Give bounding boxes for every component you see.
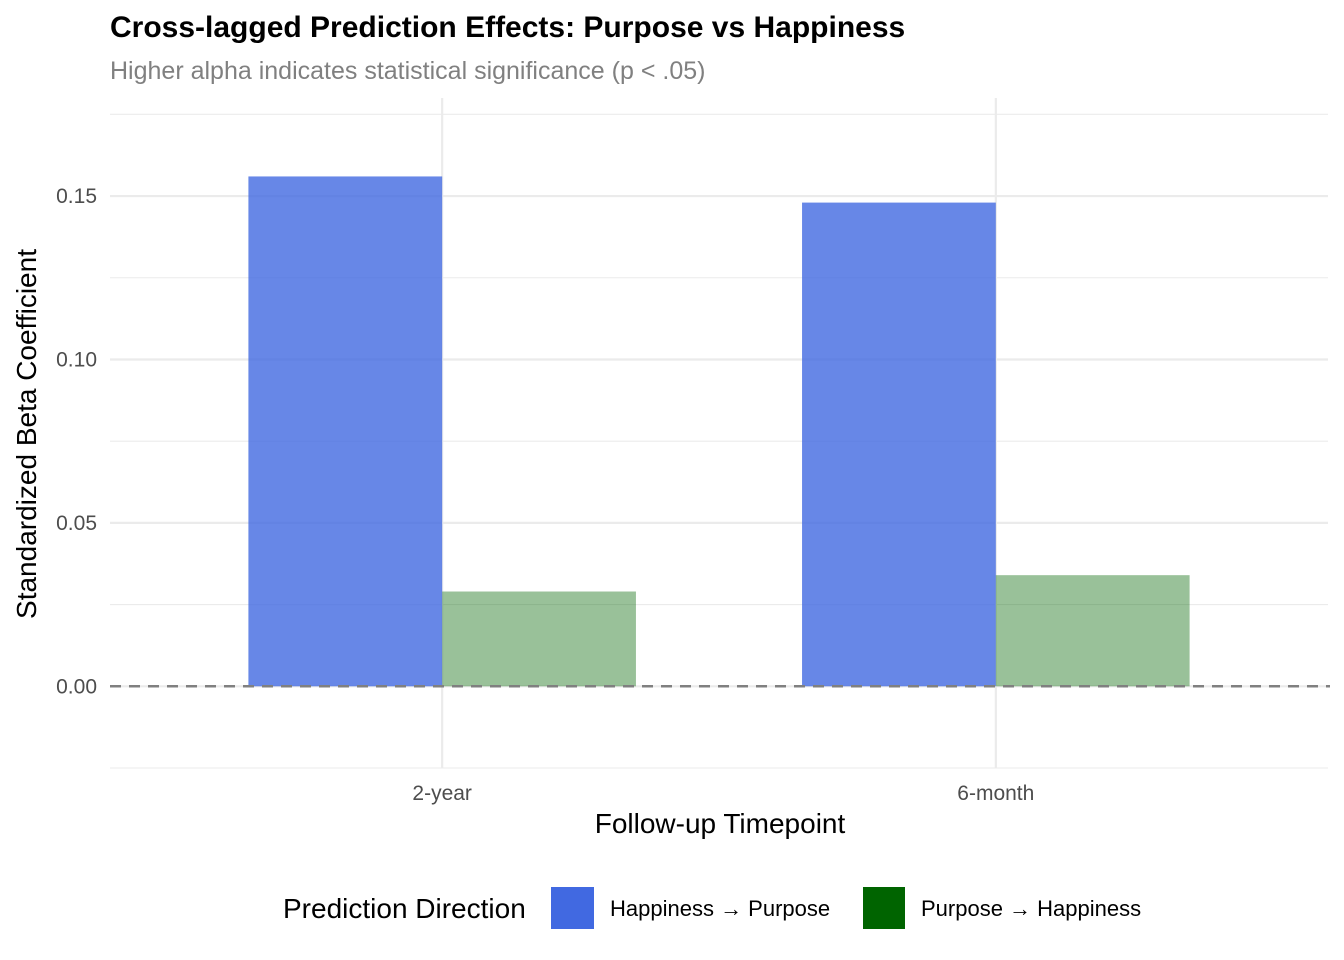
y-tick-label: 0.10 [56, 348, 97, 371]
bar-6-month-series-2 [995, 575, 1190, 687]
y-tick-label: 0.05 [56, 512, 97, 535]
y-tick-label: 0.00 [56, 675, 97, 698]
bar-2-year-series-2 [442, 591, 636, 687]
y-axis-title: Standardized Beta Coefficient [11, 249, 42, 619]
bars [248, 176, 1190, 687]
x-axis-title: Follow-up Timepoint [595, 808, 846, 839]
chart-title: Cross-lagged Prediction Effects: Purpose… [110, 11, 905, 44]
y-axis-ticks: 0.00 0.05 0.10 0.15 [56, 185, 97, 698]
legend: Prediction Direction Happiness → Purpose… [283, 887, 1141, 929]
chart-subtitle: Higher alpha indicates statistical signi… [110, 57, 705, 85]
y-tick-label: 0.15 [56, 185, 97, 208]
x-tick-label: 2-year [412, 782, 472, 805]
bar-6-month-series-1 [802, 202, 996, 687]
legend-title: Prediction Direction [283, 893, 526, 924]
bar-2-year-series-1 [248, 176, 443, 687]
x-tick-label: 6-month [957, 782, 1034, 805]
legend-swatch-purpose-happiness [863, 887, 905, 929]
legend-label-happiness-purpose: Happiness → Purpose [610, 896, 830, 921]
legend-label-purpose-happiness: Purpose → Happiness [921, 896, 1141, 921]
x-axis-ticks: 2-year 6-month [412, 782, 1034, 805]
legend-swatch-happiness-purpose [551, 887, 594, 929]
